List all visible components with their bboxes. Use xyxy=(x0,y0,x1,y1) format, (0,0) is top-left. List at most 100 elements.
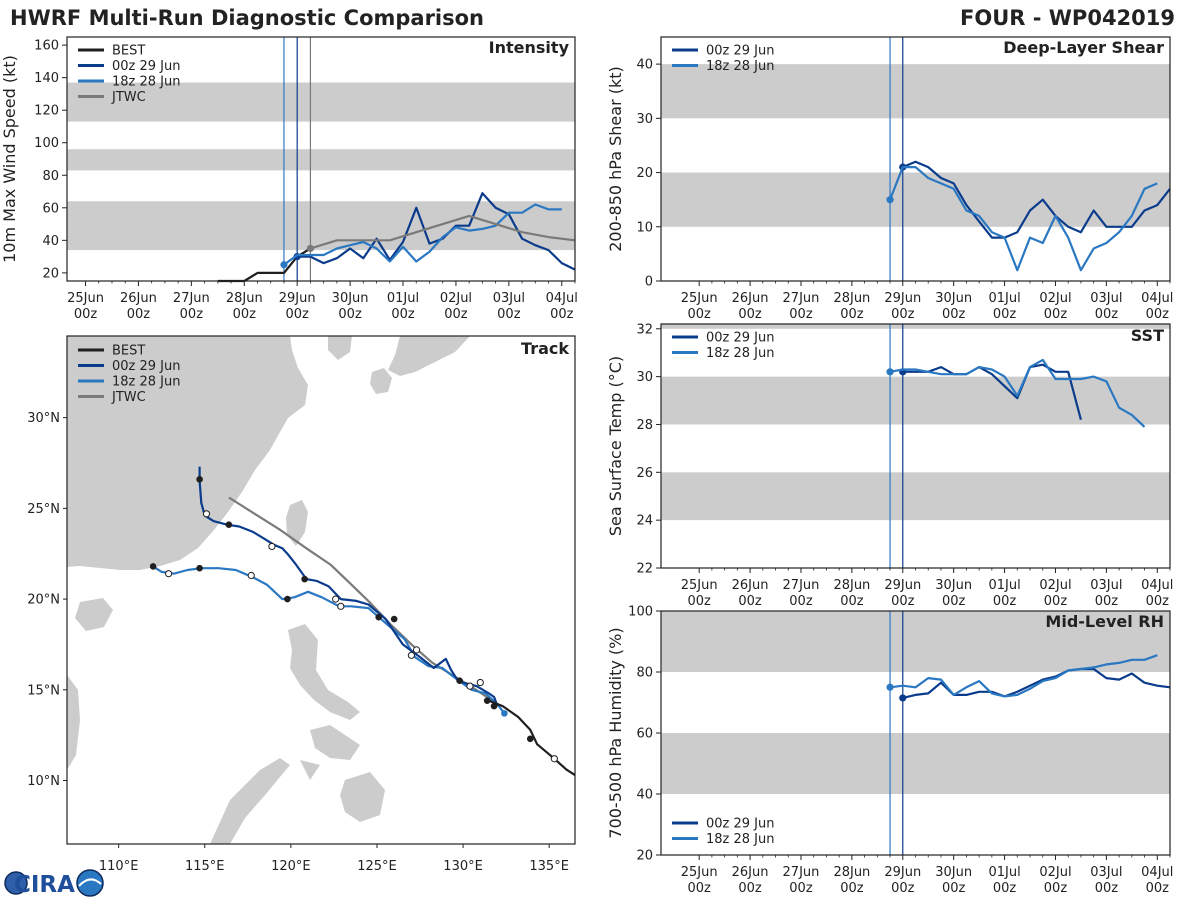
shear-start-point-18z-28-jun xyxy=(886,196,894,204)
track-legend-label-00z-29-jun: 00z 29 Jun xyxy=(112,359,181,374)
intensity-xtick-sub-25jun: 00z xyxy=(74,307,98,322)
rh-series-18z-28-jun xyxy=(889,654,1158,698)
rh-ytick-label-80: 80 xyxy=(636,666,653,681)
rh-legend-label-00z-29-jun: 00z 29 Jun xyxy=(706,817,775,832)
intensity-xtick-sub-04jul: 00z xyxy=(550,307,574,322)
logo-globe-icon xyxy=(4,871,28,895)
track-marker-filled-18z-28-jun xyxy=(149,563,157,570)
sst-xtick-label-29jun: 29Jun xyxy=(884,578,921,593)
rh-xtick-label-29jun: 29Jun xyxy=(884,865,921,880)
rh-xtick-label-02jul: 02Jul xyxy=(1039,865,1071,880)
rh-ticks: 25Jun00z26Jun00z27Jun00z28Jun00z29Jun00z… xyxy=(628,605,1173,897)
track-legend-label-jtwc: JTWC xyxy=(111,390,146,405)
shear-ylabel: 200-850 hPa Shear (kt) xyxy=(606,66,625,252)
figure-title: HWRF Multi-Run Diagnostic Comparison xyxy=(10,6,484,30)
track-title: Track xyxy=(521,339,569,358)
rh-title: Mid-Level RH xyxy=(1045,612,1164,631)
track-xtick-label-125: 125°E xyxy=(357,859,397,874)
shear-xtick-label-30jun: 30Jun xyxy=(935,291,972,306)
intensity-xtick-label-25jun: 25Jun xyxy=(67,291,104,306)
track-ytick-label-10: 10°N xyxy=(27,774,60,789)
track-axes-frame xyxy=(66,335,576,845)
sst-series-00z-29-jun xyxy=(902,363,1082,420)
land-asia-mainland xyxy=(67,336,308,570)
track-marker-open-00z-29-jun xyxy=(412,646,421,654)
sst-xtick-sub-02jul: 00z xyxy=(1044,594,1068,609)
intensity-band-0 xyxy=(67,201,575,251)
shear-xtick-sub-03jul: 00z xyxy=(1095,307,1119,322)
intensity-ytick-label-40: 40 xyxy=(42,234,59,249)
rh-ytick-label-20: 20 xyxy=(636,849,653,864)
rh-start-point-00z-29-jun xyxy=(899,694,907,702)
land-taiwan xyxy=(286,500,308,546)
land-korea-japan xyxy=(328,336,470,376)
rh-xtick-label-26jun: 26Jun xyxy=(732,865,769,880)
shear-xtick-sub-28jun: 00z xyxy=(840,307,864,322)
intensity-series-00z-29-jun xyxy=(297,192,576,271)
shear-series-00z-29-jun xyxy=(902,160,1171,239)
intensity-ticks: 25Jun00z26Jun00z27Jun00z28Jun00z29Jun00z… xyxy=(34,39,578,322)
intensity-start-point-jtwc xyxy=(306,244,315,253)
intensity-xtick-sub-30jun: 00z xyxy=(338,307,362,322)
sst-xtick-sub-28jun: 00z xyxy=(840,594,864,609)
track-marker-open-18z-28-jun xyxy=(337,602,345,610)
rh-xtick-sub-01jul: 00z xyxy=(993,881,1017,896)
track-marker-filled-00z-29-jun xyxy=(456,677,463,685)
logo-swoosh-icon xyxy=(78,878,102,887)
intensity-series-18z-28-jun xyxy=(283,203,562,266)
shear-xtick-label-29jun: 29Jun xyxy=(884,291,921,306)
intensity-xtick-label-29jun: 29Jun xyxy=(279,291,316,306)
track-marker-filled-best xyxy=(526,735,534,743)
intensity-xtick-label-30jun: 30Jun xyxy=(332,291,369,306)
intensity-legend-label-best: BEST xyxy=(112,44,145,59)
sst-series xyxy=(886,324,1146,568)
intensity-start-point-18z-28-jun xyxy=(280,261,288,269)
logo-text: CIRA xyxy=(14,872,75,898)
track-panel: 110°E 115°E 120°E 125°E 130°E 135°E 10°N 15°N 20… xyxy=(27,335,576,874)
shear-axes-frame xyxy=(660,36,1171,282)
track-marker-open-00z-29-jun xyxy=(332,595,340,603)
track-xtick-label-120: 120°E xyxy=(271,859,311,874)
intensity-ylabel: 10m Max Wind Speed (kt) xyxy=(0,55,19,263)
shear-ytick-label-20: 20 xyxy=(636,166,653,181)
sst-xtick-sub-25jun: 00z xyxy=(687,594,711,609)
track-xtick-label-135: 135°E xyxy=(529,859,569,874)
shear-band-1 xyxy=(661,64,1170,119)
rh-legend-label-18z-28-jun: 18z 28 Jun xyxy=(706,832,775,847)
rh-xtick-sub-27jun: 00z xyxy=(789,881,813,896)
shear-xtick-sub-30jun: 00z xyxy=(942,307,966,322)
sst-xtick-label-27jun: 27Jun xyxy=(783,578,820,593)
sst-xtick-label-25jun: 25Jun xyxy=(681,578,718,593)
intensity-xtick-sub-01jul: 00z xyxy=(391,307,415,322)
intensity-ytick-label-60: 60 xyxy=(42,201,59,216)
sst-legend-label-00z-29-jun: 00z 29 Jun xyxy=(706,331,775,346)
rh-xtick-label-25jun: 25Jun xyxy=(681,865,718,880)
shear-ytick-label-40: 40 xyxy=(636,58,653,73)
shear-xtick-label-27jun: 27Jun xyxy=(783,291,820,306)
rh-ytick-label-40: 40 xyxy=(636,788,653,803)
intensity-xtick-sub-26jun: 00z xyxy=(127,307,151,322)
track-legend-label-best: BEST xyxy=(112,344,145,359)
logo-satellite-icon xyxy=(76,869,104,897)
land-palawan-borneo xyxy=(210,758,290,844)
sst-xtick-sub-01jul: 00z xyxy=(993,594,1017,609)
sst-band-2 xyxy=(661,324,1170,329)
shear-xtick-label-02jul: 02Jul xyxy=(1039,291,1071,306)
sst-band-1 xyxy=(661,376,1170,425)
track-marker-filled-18z-28-jun xyxy=(501,710,508,717)
sst-bands xyxy=(661,324,1170,521)
sst-ytick-label-32: 32 xyxy=(636,322,653,337)
track-ytick-label-25: 25°N xyxy=(27,502,60,517)
sst-xtick-sub-26jun: 00z xyxy=(738,594,762,609)
intensity-ytick-label-100: 100 xyxy=(34,136,59,151)
track-marker-filled-jtwc xyxy=(390,615,398,623)
rh-xtick-sub-29jun: 00z xyxy=(891,881,915,896)
sst-start-point-18z-28-jun xyxy=(886,368,894,376)
track-series xyxy=(149,466,575,777)
track-marker-open-00z-29-jun xyxy=(268,542,276,551)
sst-xtick-label-02jul: 02Jul xyxy=(1039,578,1071,593)
track-ytick-label-20: 20°N xyxy=(27,593,60,608)
rh-axes-frame xyxy=(660,610,1171,856)
intensity-axes-frame xyxy=(66,36,576,282)
